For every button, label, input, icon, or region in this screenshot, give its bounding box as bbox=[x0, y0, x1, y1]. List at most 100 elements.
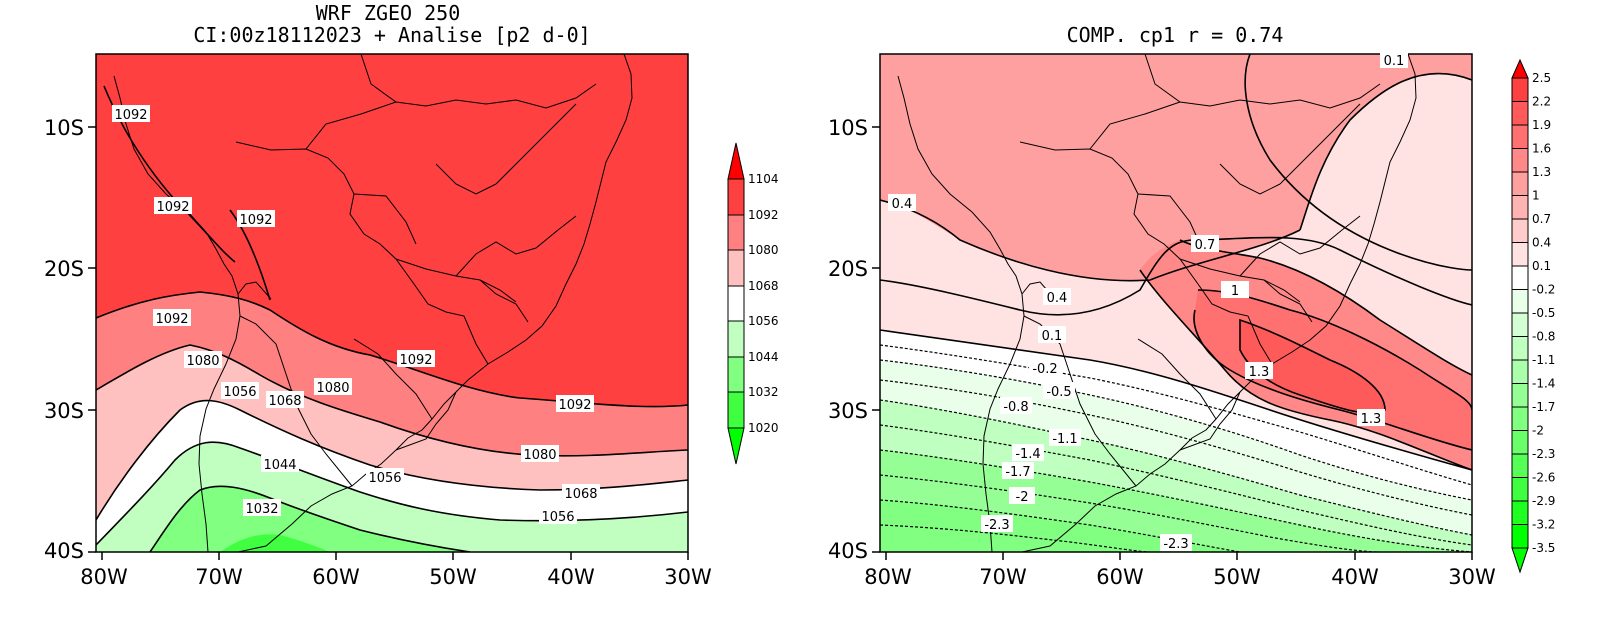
contour-label: 1 bbox=[1231, 284, 1239, 299]
contour-label: 1068 bbox=[564, 487, 597, 502]
left-lat-axis: 10S 20S 30S 40S bbox=[44, 116, 96, 563]
lon-tick-label: 70W bbox=[979, 565, 1027, 589]
contour-label: -0.5 bbox=[1046, 385, 1071, 400]
colorbar-label: 1092 bbox=[748, 208, 779, 222]
lat-tick-label: 30S bbox=[44, 399, 84, 423]
contour-label: 1044 bbox=[263, 458, 296, 473]
colorbar-cell bbox=[1511, 336, 1529, 361]
right-map-frame bbox=[879, 53, 1473, 553]
lon-tick-label: 50W bbox=[1213, 565, 1261, 589]
lon-tick-label: 60W bbox=[1096, 565, 1144, 589]
lon-tick-label: 80W bbox=[864, 565, 912, 589]
colorbar-cell bbox=[1511, 383, 1529, 408]
colorbar-label: 1020 bbox=[748, 421, 779, 435]
colorbar-cell bbox=[1511, 359, 1529, 384]
contour-label: 1092 bbox=[399, 353, 432, 368]
lat-tick-label: 10S bbox=[828, 116, 868, 140]
lat-tick-label: 20S bbox=[828, 257, 868, 281]
colorbar-label: -0.5 bbox=[1532, 306, 1555, 320]
contour-label: 1068 bbox=[268, 394, 301, 409]
right-title: COMP. cp1 r = 0.74 bbox=[1067, 23, 1284, 47]
colorbar-label: 0.7 bbox=[1532, 212, 1551, 226]
lat-tick-label: 10S bbox=[44, 116, 84, 140]
colorbar-label: 2.5 bbox=[1532, 71, 1551, 85]
lon-tick-label: 30W bbox=[1448, 565, 1496, 589]
contour-label: 1.3 bbox=[1361, 412, 1382, 427]
colorbar-label: -2.9 bbox=[1532, 494, 1555, 508]
contour-label: 1056 bbox=[223, 385, 256, 400]
contour-label: 0.7 bbox=[1195, 238, 1216, 253]
right-contour-labels: 0.1 0.4 0.7 0.4 1 0.1 -0.2 1.3 -0.5 -0.8… bbox=[888, 51, 1408, 552]
colorbar-arrow-top bbox=[1511, 58, 1529, 79]
contour-label: 1092 bbox=[155, 312, 188, 327]
left-band-1032 bbox=[150, 486, 470, 552]
left-title-line2: CI:00z18112023 + Analise [p2 d-0] bbox=[193, 23, 590, 47]
contour-label: 1092 bbox=[156, 200, 189, 215]
contour-label: 1056 bbox=[368, 471, 401, 486]
colorbar-label: -1.7 bbox=[1532, 400, 1555, 414]
colorbar-label: 1068 bbox=[748, 279, 779, 293]
contour-label: 0.4 bbox=[1047, 291, 1068, 306]
contour-label: -0.8 bbox=[1003, 400, 1028, 415]
contour-label: -2.3 bbox=[1163, 537, 1188, 552]
colorbar-label: 0.4 bbox=[1532, 236, 1551, 250]
lon-tick-label: 70W bbox=[195, 565, 243, 589]
colorbar-cell bbox=[1511, 406, 1529, 431]
contour-label: -1.4 bbox=[1015, 447, 1040, 462]
colorbar-cell bbox=[1511, 242, 1529, 267]
right-band-1.6 bbox=[1240, 320, 1385, 414]
colorbar-arrow-bottom bbox=[1511, 547, 1529, 574]
contour-label: 1092 bbox=[114, 108, 147, 123]
contour-label: 0.1 bbox=[1384, 54, 1405, 69]
lon-tick-label: 50W bbox=[429, 565, 477, 589]
colorbar-cell bbox=[1511, 77, 1529, 102]
colorbar-label: 1056 bbox=[748, 314, 779, 328]
colorbar-label: 1.6 bbox=[1532, 142, 1551, 156]
colorbar-label: 1032 bbox=[748, 385, 779, 399]
contour-label: 1.3 bbox=[1249, 365, 1270, 380]
right-lat-axis: 10S 20S 30S 40S bbox=[828, 116, 880, 563]
colorbar-cell bbox=[1511, 500, 1529, 525]
lat-tick-label: 30S bbox=[828, 399, 868, 423]
left-title-line1: WRF ZGEO 250 bbox=[316, 1, 461, 25]
lat-tick-label: 40S bbox=[828, 539, 868, 563]
colorbar-cell bbox=[1511, 524, 1529, 549]
colorbar-label: -2.6 bbox=[1532, 471, 1555, 485]
left-contour-labels: 1092 1092 1092 1092 1092 1092 1080 1080 … bbox=[112, 105, 600, 525]
lon-tick-label: 60W bbox=[312, 565, 360, 589]
colorbar-label: -1.4 bbox=[1532, 377, 1555, 391]
colorbar-cell bbox=[1511, 101, 1529, 126]
right-lon-axis: 80W 70W 60W 50W 40W 30W bbox=[864, 552, 1496, 589]
colorbar-cell bbox=[1511, 171, 1529, 196]
colorbar-label: 1 bbox=[1532, 189, 1540, 203]
left-band-1020 bbox=[220, 534, 330, 552]
colorbar-label: -0.8 bbox=[1532, 330, 1555, 344]
contour-label: 1080 bbox=[186, 354, 219, 369]
left-map-frame bbox=[95, 53, 689, 553]
colorbar-cell bbox=[1511, 430, 1529, 455]
lon-tick-label: 80W bbox=[80, 565, 128, 589]
colorbar-cell bbox=[1511, 148, 1529, 173]
colorbar-label: -1.1 bbox=[1532, 353, 1555, 367]
right-band-0.4 bbox=[880, 54, 1472, 281]
colorbar-label: -2 bbox=[1532, 424, 1544, 438]
left-lon-axis: 80W 70W 60W 50W 40W 30W bbox=[80, 552, 712, 589]
lon-tick-label: 40W bbox=[1331, 565, 1379, 589]
colorbar-label: -0.2 bbox=[1532, 283, 1555, 297]
colorbar-cell bbox=[1511, 477, 1529, 502]
colorbar-label: -3.5 bbox=[1532, 541, 1555, 555]
colorbar-cell bbox=[1511, 124, 1529, 149]
colorbar-label: 1.9 bbox=[1532, 118, 1551, 132]
colorbar-label: -2.3 bbox=[1532, 447, 1555, 461]
colorbar-label: 0.1 bbox=[1532, 259, 1551, 273]
colorbar-cell bbox=[1511, 195, 1529, 220]
contour-label: 0.4 bbox=[892, 197, 913, 212]
colorbar-cell bbox=[1511, 289, 1529, 314]
contour-label: 1092 bbox=[558, 398, 591, 413]
colorbar-label: -3.2 bbox=[1532, 518, 1555, 532]
lon-tick-label: 40W bbox=[547, 565, 595, 589]
contour-label: -2.3 bbox=[984, 518, 1009, 533]
lat-tick-label: 20S bbox=[44, 257, 84, 281]
colorbar-label: 2.2 bbox=[1532, 95, 1551, 109]
left-colorbar: 1104 1092 1080 1068 1056 1044 1032 1020 bbox=[727, 142, 779, 465]
